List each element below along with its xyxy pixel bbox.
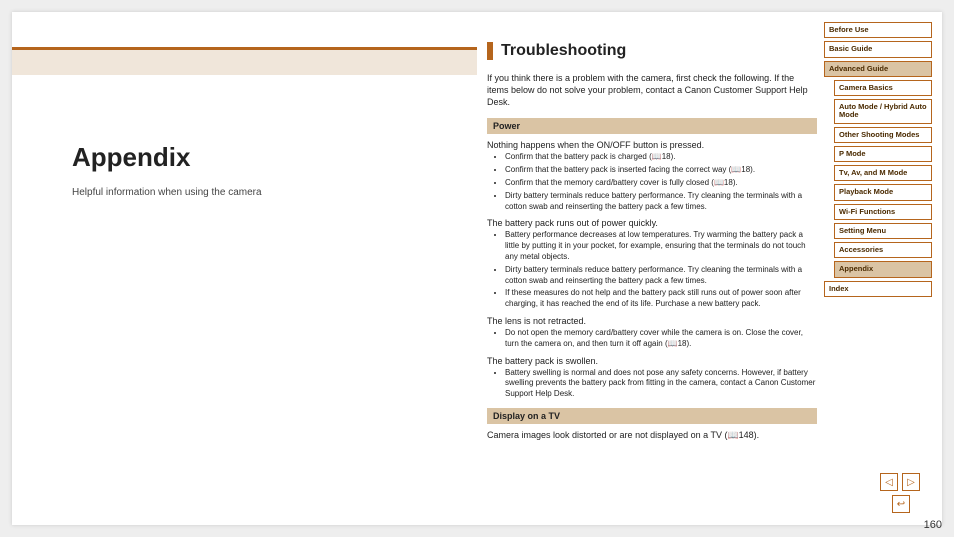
nav-item[interactable]: Tv, Av, and M Mode — [834, 165, 932, 181]
bullet-item: Battery swelling is normal and does not … — [505, 368, 817, 400]
header-band — [12, 47, 477, 75]
nav-item[interactable]: Camera Basics — [834, 80, 932, 96]
bullet-item: Confirm that the battery pack is charged… — [505, 152, 817, 163]
issue-text: The battery pack is swollen. — [487, 356, 817, 366]
bullet-item: Dirty battery terminals reduce battery p… — [505, 265, 817, 287]
nav-item[interactable]: Other Shooting Modes — [834, 127, 932, 143]
page-nav-controls: ◁ ▷ — [880, 473, 920, 491]
issue-text: Camera images look distorted or are not … — [487, 430, 817, 441]
nav-item[interactable]: Accessories — [834, 242, 932, 258]
sections-container: Power Nothing happens when the ON/OFF but… — [487, 118, 817, 441]
issue-bullets: Do not open the memory card/battery cove… — [487, 328, 817, 350]
page-title: Appendix — [72, 142, 432, 173]
nav-item[interactable]: Setting Menu — [834, 223, 932, 239]
bullet-item: Dirty battery terminals reduce battery p… — [505, 191, 817, 213]
issue-text: The battery pack runs out of power quick… — [487, 218, 817, 228]
issue-text: Nothing happens when the ON/OFF button i… — [487, 140, 817, 150]
manual-page: Appendix Helpful information when using … — [12, 12, 942, 525]
bullet-item: Do not open the memory card/battery cove… — [505, 328, 817, 350]
nav-item[interactable]: Appendix — [834, 261, 932, 277]
nav-item[interactable]: Advanced Guide — [824, 61, 932, 77]
nav-item[interactable]: Basic Guide — [824, 41, 932, 57]
nav-item[interactable]: Wi-Fi Functions — [834, 204, 932, 220]
section-title: Troubleshooting — [487, 42, 817, 60]
nav-item[interactable]: Index — [824, 281, 932, 297]
issue-text: The lens is not retracted. — [487, 316, 817, 326]
left-column: Appendix Helpful information when using … — [72, 142, 432, 198]
bullet-item: Confirm that the battery pack is inserte… — [505, 165, 817, 176]
nav-item[interactable]: P Mode — [834, 146, 932, 162]
nav-item[interactable]: Before Use — [824, 22, 932, 38]
subsection-heading: Display on a TV — [487, 408, 817, 424]
page-number: 160 — [924, 519, 942, 531]
issue-bullets: Battery swelling is normal and does not … — [487, 368, 817, 400]
issue-bullets: Confirm that the battery pack is charged… — [487, 152, 817, 212]
intro-text: If you think there is a problem with the… — [487, 72, 817, 108]
page-subtitle: Helpful information when using the camer… — [72, 187, 432, 198]
main-column: Troubleshooting If you think there is a … — [487, 42, 817, 443]
bullet-item: If these measures do not help and the ba… — [505, 288, 817, 310]
nav-item[interactable]: Playback Mode — [834, 184, 932, 200]
bullet-item: Confirm that the memory card/battery cov… — [505, 178, 817, 189]
nav-item[interactable]: Auto Mode / Hybrid Auto Mode — [834, 99, 932, 124]
issue-bullets: Battery performance decreases at low tem… — [487, 230, 817, 310]
bullet-item: Battery performance decreases at low tem… — [505, 230, 817, 262]
return-button[interactable]: ↩ — [892, 495, 910, 513]
subsection-heading: Power — [487, 118, 817, 134]
prev-page-button[interactable]: ◁ — [880, 473, 898, 491]
next-page-button[interactable]: ▷ — [902, 473, 920, 491]
navigation-panel: Before Use Basic Guide Advanced Guide Camer… — [824, 22, 932, 300]
